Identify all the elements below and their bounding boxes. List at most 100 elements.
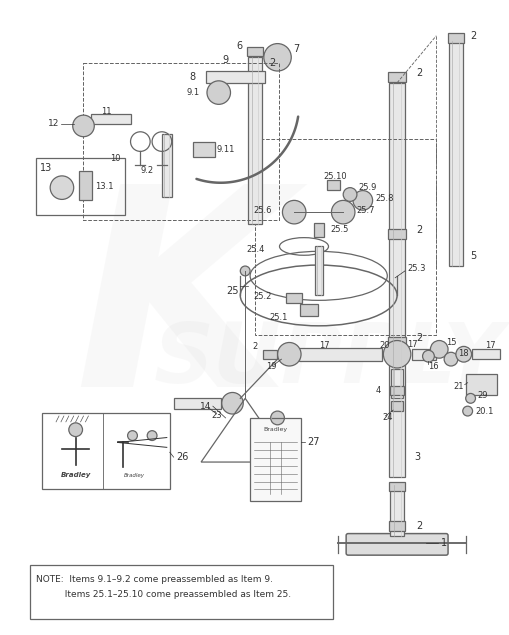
Bar (36, 158, 124, 215)
Bar (262, 350, 276, 359)
Circle shape (331, 201, 354, 224)
Bar (388, 521, 404, 531)
Text: 19: 19 (265, 363, 276, 371)
Text: 9.11: 9.11 (216, 145, 235, 154)
Bar (387, 337, 405, 347)
Bar (313, 223, 323, 237)
Text: 2: 2 (416, 68, 422, 78)
Text: Bradley: Bradley (263, 427, 287, 432)
Circle shape (277, 342, 300, 366)
Bar (30, 565, 333, 619)
Text: Bradley: Bradley (124, 472, 145, 478)
Circle shape (343, 188, 356, 201)
Bar (161, 134, 172, 197)
Text: 2: 2 (416, 521, 422, 531)
Circle shape (462, 406, 472, 416)
Circle shape (127, 431, 137, 441)
Text: 11: 11 (101, 107, 111, 116)
Text: 2: 2 (470, 30, 476, 41)
Bar (78, 171, 92, 201)
Circle shape (270, 411, 284, 425)
Bar (388, 83, 404, 477)
Text: 12: 12 (47, 119, 59, 128)
Circle shape (221, 392, 243, 414)
Text: SUPPLY: SUPPLY (153, 319, 503, 399)
Circle shape (282, 201, 305, 224)
Text: 25.6: 25.6 (252, 206, 271, 215)
Bar (447, 33, 463, 43)
Bar (411, 349, 435, 359)
Circle shape (263, 44, 291, 71)
Text: 26: 26 (176, 452, 189, 462)
Text: 17: 17 (406, 340, 417, 349)
Text: 15: 15 (445, 338, 456, 347)
Text: 27: 27 (306, 438, 319, 448)
Bar (387, 72, 405, 82)
Text: 6: 6 (236, 41, 242, 51)
Text: 1: 1 (440, 538, 446, 549)
Bar (448, 41, 462, 266)
Bar (174, 398, 220, 409)
Bar (298, 348, 382, 361)
Text: 14: 14 (199, 402, 211, 411)
Bar (248, 57, 261, 224)
Text: 8: 8 (189, 72, 195, 82)
Text: 25.2: 25.2 (253, 292, 271, 301)
Text: NOTE:  Items 9.1–9.2 come preassembled as Item 9.: NOTE: Items 9.1–9.2 come preassembled as… (36, 575, 273, 584)
Bar (471, 349, 499, 359)
Text: 17: 17 (318, 341, 329, 350)
Bar (91, 114, 130, 124)
Bar (42, 413, 169, 490)
Text: 2: 2 (269, 58, 275, 68)
Text: 9.2: 9.2 (140, 166, 154, 175)
Text: 25.1: 25.1 (268, 314, 287, 323)
Text: 9: 9 (222, 55, 228, 65)
Circle shape (73, 115, 94, 137)
Text: 17: 17 (485, 341, 495, 350)
Circle shape (147, 431, 157, 441)
Text: Bradley: Bradley (61, 472, 91, 478)
Bar (247, 46, 262, 57)
Text: 9.1: 9.1 (186, 88, 199, 97)
Bar (206, 71, 264, 83)
Text: 25.3: 25.3 (406, 265, 425, 274)
Circle shape (352, 190, 372, 210)
Circle shape (430, 340, 447, 358)
Circle shape (240, 266, 249, 276)
Text: 29: 29 (476, 391, 487, 400)
Text: 25.9: 25.9 (357, 183, 376, 192)
Text: 7: 7 (293, 44, 299, 55)
Bar (83, 64, 279, 220)
Circle shape (69, 423, 82, 437)
Text: 16: 16 (428, 363, 438, 371)
Circle shape (383, 340, 410, 368)
Bar (254, 138, 435, 335)
Text: 2: 2 (251, 342, 257, 351)
Circle shape (443, 352, 457, 366)
Text: 4: 4 (375, 386, 380, 395)
Circle shape (50, 176, 74, 199)
Bar (326, 180, 340, 190)
Text: 13.1: 13.1 (95, 182, 114, 191)
Text: 23: 23 (211, 411, 221, 420)
Text: K: K (74, 175, 289, 445)
Bar (299, 304, 317, 316)
FancyBboxPatch shape (346, 533, 447, 555)
Text: 21: 21 (453, 382, 463, 391)
Bar (193, 142, 214, 157)
Text: 20.1: 20.1 (474, 406, 493, 415)
Text: 3: 3 (414, 452, 420, 462)
Bar (249, 418, 300, 501)
Bar (387, 229, 405, 239)
Text: 25: 25 (225, 286, 238, 295)
Bar (286, 293, 301, 304)
Text: 2: 2 (416, 225, 422, 235)
Text: Items 25.1–25.10 come preassembled as Item 25.: Items 25.1–25.10 come preassembled as It… (36, 591, 291, 599)
Text: 13: 13 (40, 163, 52, 173)
Text: 5: 5 (470, 251, 476, 261)
Bar (388, 482, 404, 491)
Text: 25.8: 25.8 (375, 194, 393, 203)
Text: 10: 10 (110, 154, 121, 163)
Bar (314, 246, 322, 295)
Circle shape (422, 351, 434, 362)
